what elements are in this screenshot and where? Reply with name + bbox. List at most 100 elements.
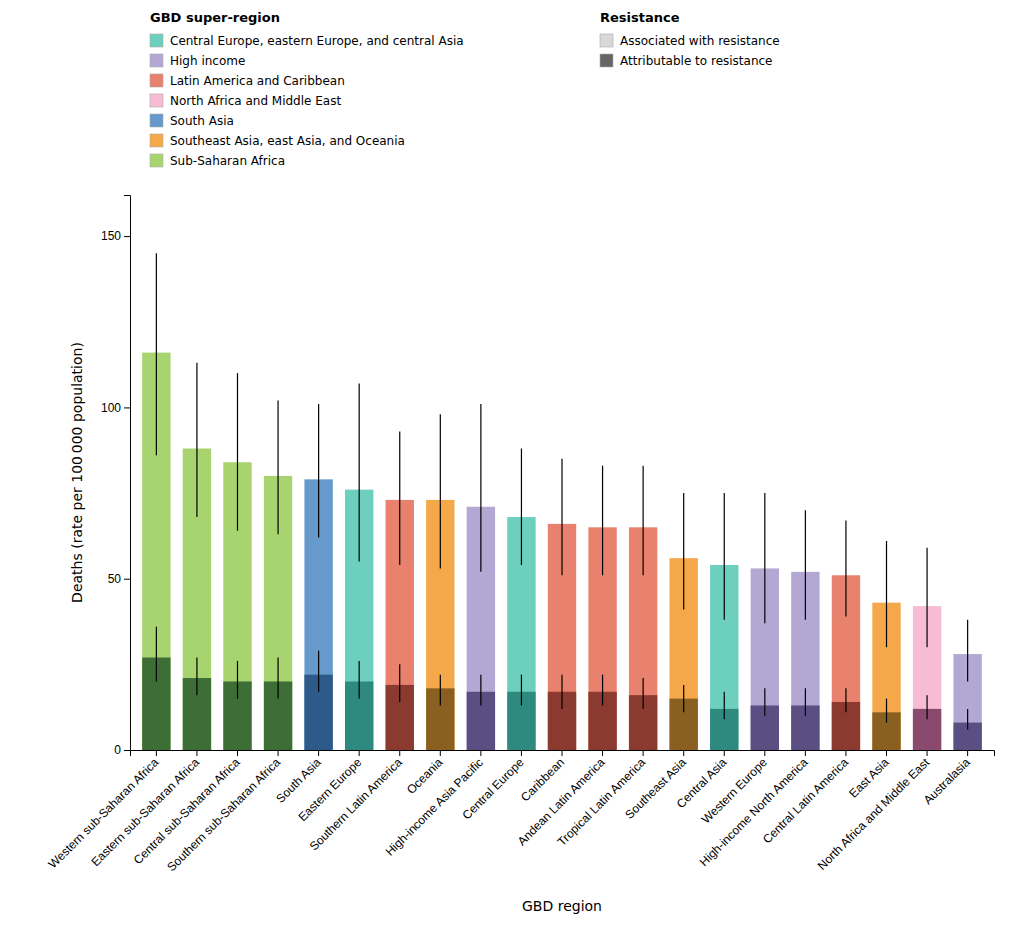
error-bar (764, 688, 765, 715)
error-bar (926, 548, 927, 647)
y-tick-mark (124, 579, 130, 580)
x-tick-mark (521, 750, 522, 756)
legend-swatch (150, 74, 163, 87)
error-bar (724, 692, 725, 719)
x-tick-mark (278, 750, 279, 756)
x-tick-label: North Africa and Middle East (815, 755, 933, 873)
x-tick-mark (643, 750, 644, 756)
error-bar (805, 688, 806, 715)
chart: 050100150Western sub-Saharan AfricaEaste… (0, 0, 1024, 925)
legend-entry: North Africa and Middle East (150, 94, 341, 108)
x-tick-label: Southeast Asia (622, 755, 689, 822)
x-tick-mark (399, 750, 400, 756)
legend-entry: High income (150, 54, 245, 68)
legend-entry: Central Europe, eastern Europe, and cent… (150, 34, 464, 48)
x-tick-mark (602, 750, 603, 756)
legend-swatch (150, 114, 163, 127)
x-tick-mark (440, 750, 441, 756)
bar-series (142, 658, 982, 751)
x-tick: Central Latin America (760, 750, 851, 846)
x-tick: Southeast Asia (622, 750, 689, 822)
x-tick: Oceania (404, 750, 446, 797)
y-axis-title: Deaths (rate per 100 000 population) (69, 342, 85, 603)
legend-label: North Africa and Middle East (170, 94, 341, 108)
error-bar (643, 678, 644, 709)
error-bar (561, 675, 562, 709)
error-bar (724, 493, 725, 620)
y-tick-mark (124, 236, 130, 237)
y-axis-line (124, 196, 131, 751)
error-bar (683, 685, 684, 712)
error-bar (643, 466, 644, 576)
error-bar (561, 459, 562, 575)
legend-swatch (150, 134, 163, 147)
x-tick-mark (683, 750, 684, 756)
x-tick-mark (724, 750, 725, 756)
x-axis-title: GBD region (522, 898, 602, 914)
y-tick: 100 (101, 401, 130, 415)
legend-label: Sub-Saharan Africa (170, 154, 285, 168)
x-tick-label: Southern Latin America (307, 755, 405, 853)
x-tick: North Africa and Middle East (815, 750, 933, 873)
error-bar (277, 658, 278, 699)
x-tick-mark (480, 750, 481, 756)
x-tick-mark (237, 750, 238, 756)
x-tick-mark (886, 750, 887, 756)
plot: 050100150Western sub-Saharan AfricaEaste… (46, 196, 995, 875)
error-bars (156, 253, 967, 681)
error-bar (602, 466, 603, 576)
error-bar (845, 688, 846, 712)
x-tick-label: Oceania (404, 755, 446, 797)
y-tick-label: 50 (108, 572, 122, 586)
legend-label: High income (170, 54, 245, 68)
x-tick-mark (318, 750, 319, 756)
error-bar (683, 493, 684, 609)
error-bar (196, 363, 197, 517)
legend-label: South Asia (170, 114, 234, 128)
legend-label: Attributable to resistance (620, 54, 773, 68)
y-tick: 0 (114, 743, 130, 757)
legend-title: GBD super-region (150, 10, 280, 25)
error-bar (764, 493, 765, 623)
x-tick-mark (845, 750, 846, 756)
error-bar (480, 675, 481, 706)
x-tick-mark (967, 750, 968, 756)
x-tick-mark (764, 750, 765, 756)
error-bar (359, 661, 360, 699)
error-bar (399, 431, 400, 565)
y-tick-label: 100 (101, 401, 121, 415)
legend-entry: South Asia (150, 114, 234, 128)
error-bar (237, 373, 238, 531)
y-tick-mark (124, 407, 130, 408)
legend-entry: Attributable to resistance (600, 54, 773, 68)
x-tick-mark (196, 750, 197, 756)
y-axis: 0 50 100 150 (101, 196, 131, 758)
error-bar (156, 253, 157, 455)
x-tick-mark (359, 750, 360, 756)
legend-entry: Associated with resistance (600, 34, 780, 48)
legend-entry: Sub-Saharan Africa (150, 154, 285, 168)
legend-label: Associated with resistance (620, 34, 780, 48)
error-bar (196, 658, 197, 696)
error-bar (440, 414, 441, 568)
error-bar (277, 401, 278, 535)
error-bar (521, 675, 522, 706)
error-bar (886, 699, 887, 723)
legend-entry: Latin America and Caribbean (150, 74, 345, 88)
y-tick: 150 (101, 229, 130, 243)
error-bar (805, 510, 806, 620)
x-tick-mark (156, 750, 157, 756)
error-bar (967, 709, 968, 730)
x-axis-line (131, 751, 995, 757)
x-tick-label: Central Latin America (760, 755, 851, 846)
legend-label: Southeast Asia, east Asia, and Oceania (170, 134, 405, 148)
x-tick-mark (562, 750, 563, 756)
y-tick-label: 0 (114, 743, 121, 757)
legend-swatch (150, 94, 163, 107)
x-tick: Southern sub-Saharan Africa (164, 750, 283, 874)
legend-swatch (150, 54, 163, 67)
x-tick: Australasia (921, 750, 973, 807)
y-tick-mark (124, 750, 130, 751)
error-bar (521, 449, 522, 565)
marks (142, 253, 982, 750)
